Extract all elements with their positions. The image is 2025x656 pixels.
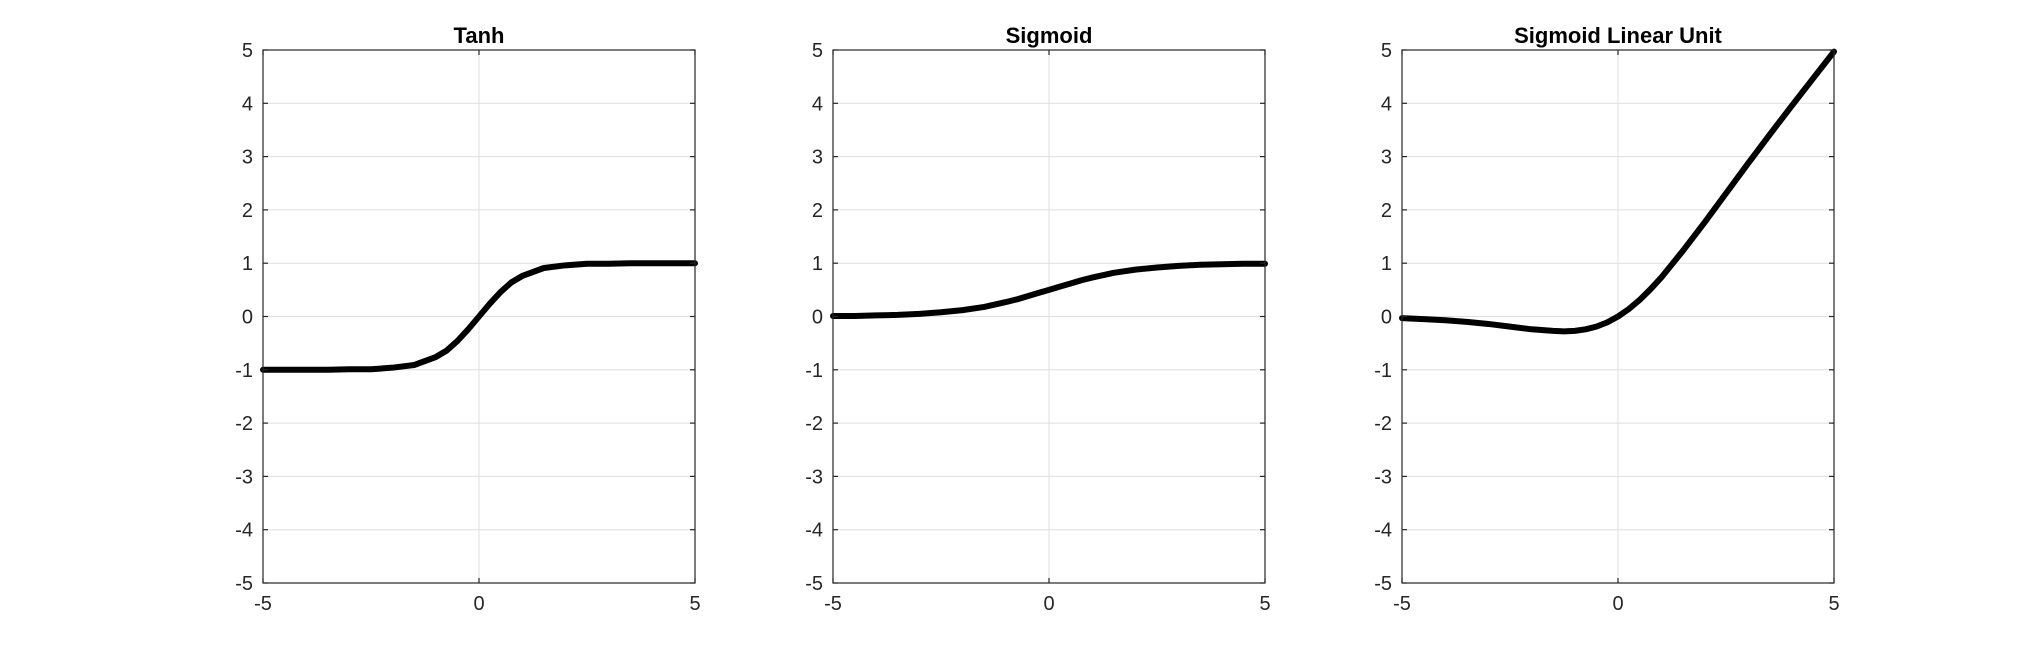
y-tick-label: 4 — [1381, 93, 1392, 115]
y-tick-label: -1 — [1374, 360, 1392, 382]
series-line — [260, 260, 698, 373]
x-tick-label: -5 — [254, 593, 272, 615]
y-tick-label: 4 — [812, 93, 823, 115]
chart-tanh: -5 0 5 -5 -4 -3 -2 -1 0 1 2 3 4 5 Tanh — [235, 23, 700, 615]
y-tick-label: 5 — [242, 40, 253, 62]
y-tick-label: 3 — [1381, 147, 1392, 169]
series-line — [830, 260, 1268, 319]
y-tick-label: -1 — [235, 360, 253, 382]
chart-sigmoid: -5 0 5 -5 -4 -3 -2 -1 0 1 2 3 4 5 Sigmoid — [805, 23, 1270, 615]
chart-title: Sigmoid Linear Unit — [1514, 23, 1722, 48]
y-tick-label: -1 — [805, 360, 823, 382]
x-tick-label: -5 — [824, 593, 842, 615]
y-tick-label: -2 — [805, 413, 823, 435]
y-tick-label: 1 — [812, 253, 823, 275]
ticks: -5 0 5 -5 -4 -3 -2 -1 0 1 2 3 4 5 — [805, 40, 1270, 615]
y-tick-label: -3 — [235, 466, 253, 488]
y-tick-label: -2 — [235, 413, 253, 435]
y-tick-label: -5 — [805, 573, 823, 595]
y-tick-label: 1 — [242, 253, 253, 275]
y-tick-label: 0 — [812, 307, 823, 329]
y-tick-label: -5 — [1374, 573, 1392, 595]
chart-title: Sigmoid — [1006, 23, 1093, 48]
series-line-layer — [260, 260, 698, 373]
chart-sigmoid-linear-unit: -5 0 5 -5 -4 -3 -2 -1 0 1 2 3 4 5 Sigmoid Linear Unit — [1374, 23, 1839, 615]
x-tick-label: 5 — [689, 593, 700, 615]
y-tick-label: -4 — [235, 520, 253, 542]
y-tick-label: 0 — [242, 307, 253, 329]
chart-title: Tanh — [454, 23, 505, 48]
y-tick-label: 0 — [1381, 307, 1392, 329]
y-tick-label: -3 — [805, 466, 823, 488]
series-line-layer — [830, 260, 1268, 319]
y-tick-label: -5 — [235, 573, 253, 595]
y-tick-label: 3 — [242, 147, 253, 169]
series-line — [1399, 48, 1837, 335]
x-tick-label: 0 — [473, 593, 484, 615]
ticks: -5 0 5 -5 -4 -3 -2 -1 0 1 2 3 4 5 — [1374, 40, 1839, 615]
y-tick-label: 2 — [242, 200, 253, 222]
x-tick-label: 5 — [1259, 593, 1270, 615]
y-tick-label: 5 — [812, 40, 823, 62]
y-tick-label: 2 — [1381, 200, 1392, 222]
x-tick-label: 0 — [1043, 593, 1054, 615]
y-tick-label: -4 — [1374, 520, 1392, 542]
y-tick-label: 2 — [812, 200, 823, 222]
y-tick-label: -2 — [1374, 413, 1392, 435]
x-tick-label: 0 — [1612, 593, 1623, 615]
y-tick-label: 5 — [1381, 40, 1392, 62]
y-tick-label: 3 — [812, 147, 823, 169]
ticks: -5 0 5 -5 -4 -3 -2 -1 0 1 2 3 4 5 — [235, 40, 700, 615]
series-line-layer — [1399, 48, 1837, 335]
x-tick-label: 5 — [1828, 593, 1839, 615]
y-tick-label: 4 — [242, 93, 253, 115]
x-tick-label: -5 — [1393, 593, 1411, 615]
y-tick-label: -3 — [1374, 466, 1392, 488]
y-tick-label: -4 — [805, 520, 823, 542]
y-tick-label: 1 — [1381, 253, 1392, 275]
